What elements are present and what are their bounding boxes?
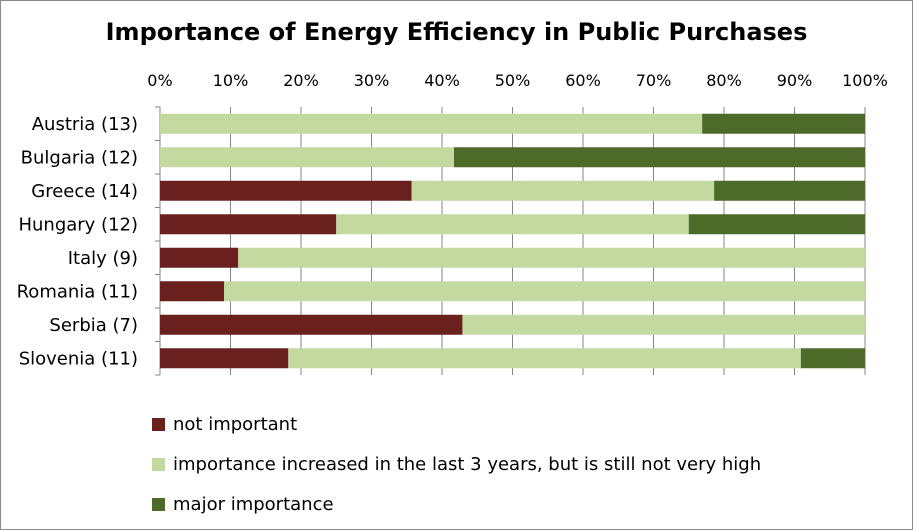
legend: not important importance increased in th… <box>152 404 761 524</box>
legend-swatch-importance-increased <box>152 457 165 471</box>
y-tick-label: Slovenia (11) <box>19 348 138 369</box>
y-tick-label: Austria (13) <box>32 114 138 135</box>
chart-title: Importance of Energy Efficiency in Publi… <box>105 18 808 46</box>
legend-swatch-major-importance <box>152 497 165 511</box>
bar-segment-major-importance <box>714 180 865 201</box>
y-tick-label: Hungary (12) <box>18 214 138 235</box>
x-tick-label: 40% <box>424 71 460 90</box>
bar-segment-major-importance <box>453 147 865 168</box>
bar-segment-not-important <box>160 314 463 335</box>
x-tick-label: 50% <box>495 71 531 90</box>
bar-segment-major-importance <box>800 348 865 369</box>
bar-segment-not-important <box>160 247 239 268</box>
bar-segment-importance-increased <box>411 180 715 201</box>
bar-segment-importance-increased <box>160 147 454 168</box>
bar-segment-not-important <box>160 281 225 302</box>
legend-label-major-importance: major importance <box>173 493 334 515</box>
x-tick-label: 90% <box>777 71 813 90</box>
x-tick-label: 20% <box>283 71 319 90</box>
bar-segment-importance-increased <box>336 214 689 235</box>
legend-item-importance-increased: importance increased in the last 3 years… <box>152 444 761 484</box>
legend-item-not-important: not important <box>152 404 761 444</box>
y-tick-label: Romania (11) <box>17 281 138 302</box>
bar-segment-not-important <box>160 348 289 369</box>
bar-segment-not-important <box>160 214 337 235</box>
bar-segment-major-importance <box>702 113 865 134</box>
y-tick-label: Greece (14) <box>31 181 138 202</box>
bar-segment-importance-increased <box>462 314 865 335</box>
y-tick-label: Bulgaria (12) <box>21 147 138 168</box>
legend-item-major-importance: major importance <box>152 484 761 524</box>
y-tick-label: Serbia (7) <box>49 315 138 336</box>
bar-segment-importance-increased <box>160 113 703 134</box>
bar-segment-importance-increased <box>224 281 865 302</box>
bar-segment-not-important <box>160 180 412 201</box>
x-tick-label: 60% <box>565 71 601 90</box>
legend-swatch-not-important <box>152 417 165 431</box>
x-tick-label: 30% <box>354 71 390 90</box>
x-tick-label: 70% <box>636 71 672 90</box>
x-tick-label: 100% <box>842 71 888 90</box>
x-tick-label: 10% <box>213 71 249 90</box>
x-tick-label: 80% <box>706 71 742 90</box>
y-tick-label: Italy (9) <box>68 248 138 269</box>
bar-chart: 0% 10% 20% 30% 40% 50% 60% 70% 80% 90% 100% Austria… <box>17 71 888 376</box>
bar-segment-major-importance <box>688 214 865 235</box>
bar-segment-importance-increased <box>238 247 865 268</box>
x-tick-label: 0% <box>147 71 172 90</box>
legend-label-importance-increased: importance increased in the last 3 years… <box>173 453 762 475</box>
bar-segment-importance-increased <box>288 348 801 369</box>
legend-label-not-important: not important <box>173 413 298 435</box>
